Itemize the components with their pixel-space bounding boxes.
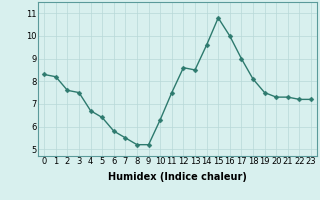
X-axis label: Humidex (Indice chaleur): Humidex (Indice chaleur) xyxy=(108,172,247,182)
